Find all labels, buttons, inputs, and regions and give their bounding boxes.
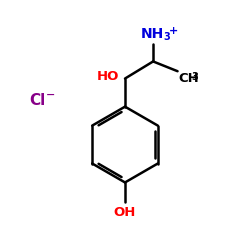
Text: 3: 3 (192, 72, 198, 83)
Text: −: − (46, 90, 56, 100)
Text: +: + (168, 26, 178, 36)
Text: HO: HO (96, 70, 119, 83)
Text: CH: CH (179, 72, 200, 86)
Text: OH: OH (114, 206, 136, 219)
Text: Cl: Cl (29, 93, 45, 108)
Text: NH: NH (140, 27, 164, 41)
Text: 3: 3 (164, 32, 170, 42)
